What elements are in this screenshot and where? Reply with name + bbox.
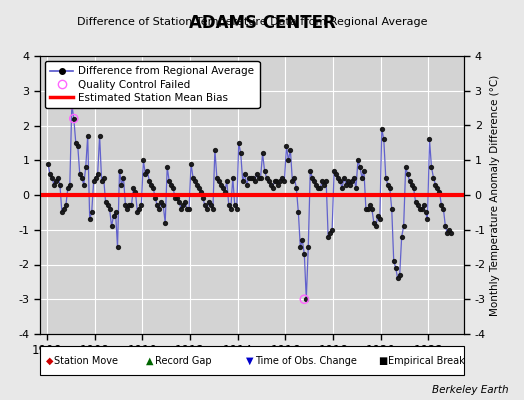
Y-axis label: Monthly Temperature Anomaly Difference (°C): Monthly Temperature Anomaly Difference (… xyxy=(490,74,500,316)
Text: Station Move: Station Move xyxy=(54,356,118,366)
Point xyxy=(70,115,78,122)
Text: Empirical Break: Empirical Break xyxy=(388,356,465,366)
Text: ▼: ▼ xyxy=(246,356,253,366)
Text: ADAMS CENTER: ADAMS CENTER xyxy=(189,14,335,32)
Text: ▲: ▲ xyxy=(146,356,154,366)
Text: Berkeley Earth: Berkeley Earth xyxy=(432,385,508,395)
Point xyxy=(68,102,76,108)
Text: ◆: ◆ xyxy=(46,356,53,366)
Text: Time of Obs. Change: Time of Obs. Change xyxy=(255,356,356,366)
Point xyxy=(300,296,309,302)
Title: Difference of Station Temperature Data from Regional Average: Difference of Station Temperature Data f… xyxy=(77,18,427,28)
Legend: Difference from Regional Average, Quality Control Failed, Estimated Station Mean: Difference from Regional Average, Qualit… xyxy=(45,61,259,108)
Text: Record Gap: Record Gap xyxy=(155,356,212,366)
Text: ■: ■ xyxy=(378,356,388,366)
